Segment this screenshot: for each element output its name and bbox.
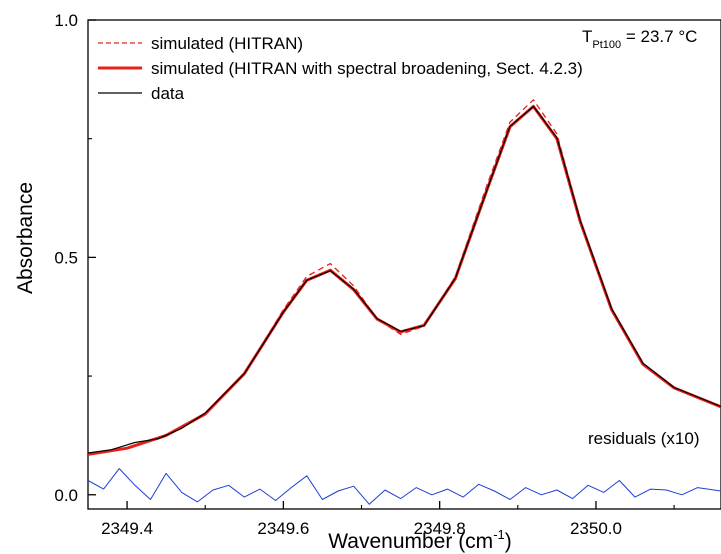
residuals-label: residuals (x10) <box>588 429 700 448</box>
plot-frame <box>87 19 721 510</box>
legend: simulated (HITRAN) simulated (HITRAN wit… <box>98 34 583 103</box>
legend-label-data: data <box>151 84 185 103</box>
x-tick-label: 2350.0 <box>570 519 622 538</box>
x-axis-label: Wavenumber (cm-1) <box>328 527 512 553</box>
temperature-annotation: TPt100 = 23.7 °C <box>582 27 697 51</box>
x-axis-label-close: ) <box>505 530 512 553</box>
temperature-subscript: Pt100 <box>592 39 621 51</box>
x-tick-label: 2349.6 <box>257 519 309 538</box>
legend-label-simulated-broadening: simulated (HITRAN with spectral broadeni… <box>151 59 583 78</box>
y-axis-label: Absorbance <box>14 182 37 294</box>
x-axis-label-superscript: -1 <box>493 527 505 542</box>
x-axis-label-main: Wavenumber (cm <box>328 530 493 553</box>
y-tick-label: 0.0 <box>54 486 78 505</box>
temperature-value: = 23.7 °C <box>621 27 697 46</box>
series-simulated-hitran-dashed <box>87 99 721 456</box>
y-tick-label: 0.5 <box>54 248 78 267</box>
series-residuals <box>87 468 721 505</box>
residuals-layer <box>87 468 721 505</box>
x-tick-label: 2349.8 <box>414 519 466 538</box>
series-layer <box>87 99 721 456</box>
x-tick-label: 2349.4 <box>101 519 153 538</box>
y-tick-label: 1.0 <box>54 11 78 30</box>
series-simulated-broadening <box>87 104 721 456</box>
legend-label-simulated-hitran: simulated (HITRAN) <box>151 34 303 53</box>
temperature-symbol: T <box>582 27 592 46</box>
axes-layer: 2349.4 2349.6 2349.8 2350.0 0.0 0.5 1.0 <box>54 11 675 538</box>
series-data <box>87 105 721 454</box>
